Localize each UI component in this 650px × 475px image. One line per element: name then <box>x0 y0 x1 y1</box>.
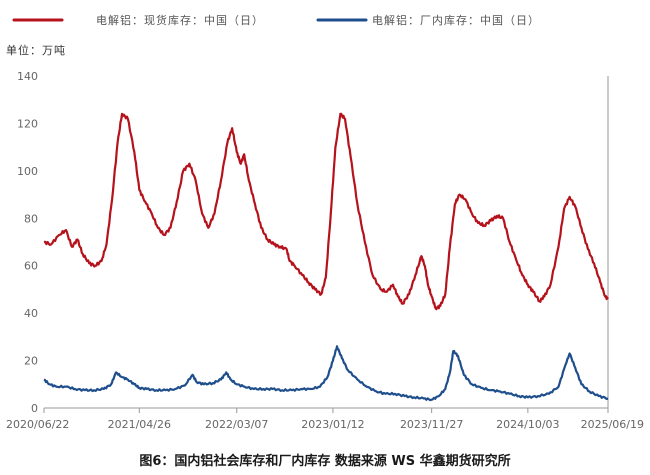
y-axis-ticks: 0 20 40 60 80 100 120 140 <box>17 70 38 415</box>
unit-label: 单位：万吨 <box>6 43 66 57</box>
y-tick-label: 20 <box>24 355 38 368</box>
x-tick-label: 2023/01/12 <box>301 418 364 431</box>
x-tick-label: 2025/06/19 <box>581 418 644 431</box>
legend: 电解铝：现货库存：中国（日） 电解铝：厂内库存：中国（日） <box>12 13 540 27</box>
x-tick-label: 2023/11/27 <box>400 418 463 431</box>
y-tick-label: 60 <box>24 260 38 273</box>
series-layer <box>43 112 609 402</box>
y-tick-label: 100 <box>17 165 38 178</box>
x-axis-ticks: 2020/06/22 2021/04/26 2022/03/07 2023/01/12… <box>6 408 644 431</box>
y-tick-label: 0 <box>31 402 38 415</box>
y-tick-label: 120 <box>17 117 38 130</box>
figure-caption: 图6：国内铝社会库存和厂内库存 数据来源 WS 华鑫期货研究所 <box>139 454 511 469</box>
y-tick-label: 80 <box>24 212 38 225</box>
x-tick-label: 2024/10/03 <box>496 418 559 431</box>
legend-label-plant-inventory: 电解铝：厂内库存：中国（日） <box>372 13 540 27</box>
series-line-plant-inventory <box>43 345 609 402</box>
x-tick-label: 2022/03/07 <box>205 418 268 431</box>
y-tick-label: 140 <box>17 70 38 83</box>
y-tick-label: 40 <box>24 307 38 320</box>
x-tick-label: 2020/06/22 <box>6 418 69 431</box>
x-tick-label: 2021/04/26 <box>108 418 171 431</box>
legend-label-spot-inventory: 电解铝：现货库存：中国（日） <box>96 13 264 27</box>
series-line-spot-inventory <box>43 112 609 311</box>
